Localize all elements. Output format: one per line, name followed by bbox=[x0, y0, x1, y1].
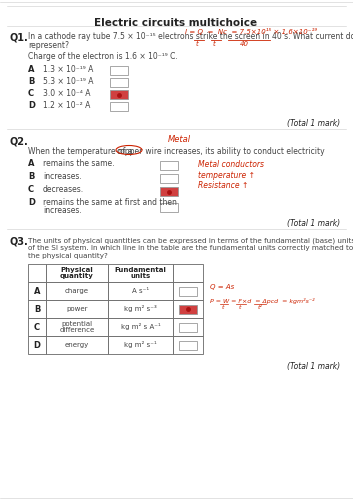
Text: difference: difference bbox=[59, 327, 95, 333]
Bar bbox=[28, 318, 46, 336]
Text: D: D bbox=[28, 101, 35, 110]
Text: quantity: quantity bbox=[60, 273, 94, 279]
Text: A s⁻¹: A s⁻¹ bbox=[132, 288, 149, 294]
Text: B: B bbox=[28, 77, 34, 86]
Bar bbox=[46, 300, 108, 318]
Bar bbox=[110, 78, 128, 87]
Text: (Total 1 mark): (Total 1 mark) bbox=[287, 219, 340, 228]
Bar bbox=[173, 318, 203, 336]
Text: kg m² s A⁻¹: kg m² s A⁻¹ bbox=[121, 324, 160, 330]
Bar bbox=[173, 336, 203, 354]
Text: Fundamental: Fundamental bbox=[115, 267, 166, 273]
Bar bbox=[179, 322, 197, 332]
Text: C: C bbox=[34, 322, 40, 332]
Text: Electric circuits multichoice: Electric circuits multichoice bbox=[95, 18, 258, 28]
Text: 40: 40 bbox=[240, 41, 249, 47]
Text: units: units bbox=[130, 273, 151, 279]
Text: decreases.: decreases. bbox=[43, 185, 84, 194]
Bar bbox=[110, 102, 128, 111]
Text: temperature ↑: temperature ↑ bbox=[198, 171, 255, 180]
Bar bbox=[160, 203, 178, 212]
Text: Resistance ↑: Resistance ↑ bbox=[198, 181, 249, 190]
Bar bbox=[179, 286, 197, 296]
Bar bbox=[108, 336, 173, 354]
Text: B: B bbox=[28, 172, 34, 181]
Text: wire increases, its ability to conduct electricity: wire increases, its ability to conduct e… bbox=[143, 147, 325, 156]
Bar bbox=[173, 264, 203, 282]
Text: D: D bbox=[28, 198, 35, 207]
Text: Q1.: Q1. bbox=[10, 32, 29, 42]
Text: charge: charge bbox=[65, 288, 89, 294]
Bar bbox=[28, 300, 46, 318]
Text: A: A bbox=[34, 286, 40, 296]
Text: In a cathode ray tube 7.5 × 10⁻¹⁵ electrons strike the screen in 40 s. What curr: In a cathode ray tube 7.5 × 10⁻¹⁵ electr… bbox=[28, 32, 353, 41]
Text: increases.: increases. bbox=[43, 206, 82, 215]
Text: Q = As: Q = As bbox=[210, 284, 234, 290]
Bar bbox=[160, 174, 178, 183]
Text: t²: t² bbox=[258, 305, 263, 310]
Bar bbox=[28, 336, 46, 354]
Text: 3.0 × 10⁻⁴ A: 3.0 × 10⁻⁴ A bbox=[43, 89, 90, 98]
Text: I = Q  =  Nc  = 7.5×10¹⁵ × 1.6×10⁻¹⁹: I = Q = Nc = 7.5×10¹⁵ × 1.6×10⁻¹⁹ bbox=[185, 28, 317, 35]
Text: t: t bbox=[213, 41, 216, 47]
Text: t: t bbox=[222, 305, 225, 310]
Bar bbox=[110, 66, 128, 75]
Text: Charge of the electron is 1.6 × 10⁻¹⁹ C.: Charge of the electron is 1.6 × 10⁻¹⁹ C. bbox=[28, 52, 178, 61]
Text: remains the same at first and then: remains the same at first and then bbox=[43, 198, 177, 207]
Bar bbox=[46, 264, 108, 282]
Bar bbox=[108, 282, 173, 300]
Text: kg m² s⁻³: kg m² s⁻³ bbox=[124, 306, 157, 312]
Bar bbox=[173, 282, 203, 300]
Bar bbox=[179, 304, 197, 314]
Text: represent?: represent? bbox=[28, 41, 69, 50]
Text: Q2.: Q2. bbox=[10, 137, 29, 147]
Text: 1.2 × 10⁻² A: 1.2 × 10⁻² A bbox=[43, 101, 90, 110]
Text: power: power bbox=[66, 306, 88, 312]
Text: kg m² s⁻¹: kg m² s⁻¹ bbox=[124, 342, 157, 348]
Text: C: C bbox=[28, 89, 34, 98]
Text: A: A bbox=[28, 159, 35, 168]
Text: D: D bbox=[34, 340, 41, 349]
Text: (Total 1 mark): (Total 1 mark) bbox=[287, 119, 340, 128]
Bar bbox=[160, 161, 178, 170]
Text: increases.: increases. bbox=[43, 172, 82, 181]
Bar bbox=[110, 90, 128, 99]
Text: t: t bbox=[239, 305, 241, 310]
Bar bbox=[46, 282, 108, 300]
Bar bbox=[108, 264, 173, 282]
Bar bbox=[179, 340, 197, 349]
Text: of the SI system. In which line in the table are the fundamental units correctly: of the SI system. In which line in the t… bbox=[28, 245, 353, 251]
Text: Metal: Metal bbox=[168, 135, 191, 144]
Text: potential: potential bbox=[61, 321, 92, 327]
Bar bbox=[173, 300, 203, 318]
Text: 5.3 × 10⁻¹⁹ A: 5.3 × 10⁻¹⁹ A bbox=[43, 77, 94, 86]
Bar bbox=[28, 282, 46, 300]
Text: C: C bbox=[28, 185, 34, 194]
Text: Metal conductors: Metal conductors bbox=[198, 160, 264, 169]
Text: energy: energy bbox=[65, 342, 89, 348]
Text: Q3.: Q3. bbox=[10, 237, 29, 247]
Text: (Total 1 mark): (Total 1 mark) bbox=[287, 362, 340, 371]
Text: The units of physical quantities can be expressed in terms of the fundamental (b: The units of physical quantities can be … bbox=[28, 237, 353, 244]
Text: When the temperature of a: When the temperature of a bbox=[28, 147, 135, 156]
Bar bbox=[108, 318, 173, 336]
Bar bbox=[28, 264, 46, 282]
Text: A: A bbox=[28, 65, 35, 74]
Text: t: t bbox=[196, 41, 199, 47]
Bar bbox=[160, 187, 178, 196]
Bar bbox=[46, 318, 108, 336]
Text: B: B bbox=[34, 304, 40, 314]
Bar bbox=[108, 300, 173, 318]
Text: remains the same.: remains the same. bbox=[43, 159, 114, 168]
Text: the physical quantity?: the physical quantity? bbox=[28, 253, 108, 259]
Text: copper: copper bbox=[117, 147, 143, 156]
Bar bbox=[46, 336, 108, 354]
Text: 1.3 × 10⁻¹⁹ A: 1.3 × 10⁻¹⁹ A bbox=[43, 65, 94, 74]
Text: P = W = F×d  = Δpcd  = kgm²s⁻²: P = W = F×d = Δpcd = kgm²s⁻² bbox=[210, 298, 315, 304]
Text: Physical: Physical bbox=[61, 267, 94, 273]
